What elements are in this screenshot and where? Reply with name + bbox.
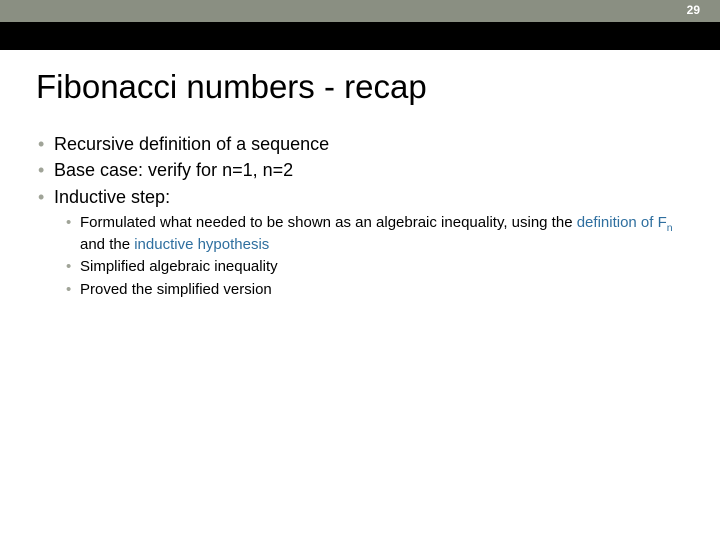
bullet-item: Base case: verify for n=1, n=2: [36, 158, 684, 182]
bullet-item: Inductive step: Formulated what needed t…: [36, 185, 684, 300]
sub-bullet-text-prefix: Formulated what needed to be shown as an…: [80, 214, 577, 231]
sub-bullet-text-mid: and the: [80, 236, 134, 253]
accent-text: inductive hypothesis: [134, 236, 269, 253]
sub-bullet-item: Formulated what needed to be shown as an…: [64, 213, 684, 255]
title-bar: [0, 22, 720, 50]
slide-title: Fibonacci numbers - recap: [36, 68, 684, 106]
slide-content: Fibonacci numbers - recap Recursive defi…: [0, 50, 720, 300]
bullet-item: Recursive definition of a sequence: [36, 132, 684, 156]
bullet-text: Inductive step:: [54, 187, 170, 207]
accent-text: definition of Fn: [577, 214, 673, 231]
sub-bullet-item: Proved the simplified version: [64, 280, 684, 300]
bullet-list: Recursive definition of a sequence Base …: [36, 132, 684, 300]
page-number: 29: [687, 3, 700, 17]
header-bar: 29: [0, 0, 720, 22]
sub-bullet-list: Formulated what needed to be shown as an…: [64, 213, 684, 300]
sub-bullet-item: Simplified algebraic inequality: [64, 257, 684, 277]
